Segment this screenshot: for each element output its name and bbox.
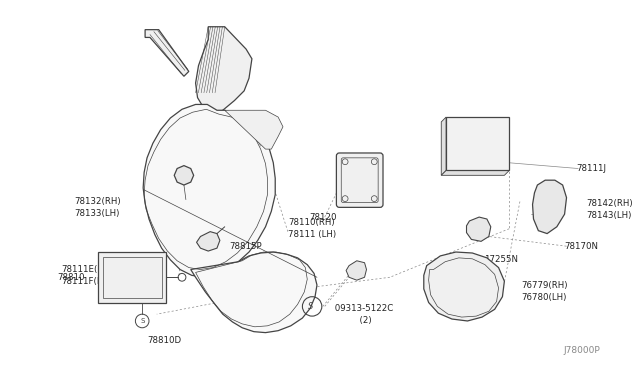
Text: 78810: 78810: [58, 273, 85, 282]
Text: 78110(RH)
78111 (LH): 78110(RH) 78111 (LH): [288, 218, 336, 239]
Bar: [103, 257, 162, 298]
Polygon shape: [532, 180, 566, 234]
Polygon shape: [446, 117, 509, 170]
Text: 78810D: 78810D: [147, 336, 181, 345]
Text: 78815P: 78815P: [230, 242, 262, 251]
Polygon shape: [424, 252, 504, 321]
Text: 78120: 78120: [309, 212, 337, 222]
Polygon shape: [143, 105, 275, 277]
Polygon shape: [467, 217, 491, 241]
Polygon shape: [441, 170, 509, 175]
Text: S: S: [140, 318, 145, 324]
Text: 78111J: 78111J: [576, 164, 606, 173]
Text: 78111E(RH)
78111F(LH): 78111E(RH) 78111F(LH): [61, 265, 114, 286]
FancyBboxPatch shape: [337, 153, 383, 207]
Polygon shape: [191, 252, 317, 333]
Polygon shape: [225, 110, 283, 149]
Text: 09313-5122C
          (2): 09313-5122C (2): [332, 304, 393, 325]
Polygon shape: [346, 261, 367, 280]
Text: 17255N: 17255N: [484, 255, 518, 264]
Bar: [99, 252, 166, 302]
Text: 76779(RH)
76780(LH): 76779(RH) 76780(LH): [521, 282, 568, 302]
Polygon shape: [196, 232, 220, 251]
Polygon shape: [174, 166, 194, 185]
Text: S: S: [307, 302, 313, 311]
Polygon shape: [441, 117, 446, 175]
Polygon shape: [196, 27, 252, 114]
Text: 78142(RH)
78143(LH): 78142(RH) 78143(LH): [586, 199, 632, 220]
Text: J78000P: J78000P: [564, 346, 600, 355]
Text: 78132(RH)
78133(LH): 78132(RH) 78133(LH): [74, 197, 121, 218]
Polygon shape: [145, 30, 189, 76]
Text: 78170N: 78170N: [564, 242, 598, 251]
